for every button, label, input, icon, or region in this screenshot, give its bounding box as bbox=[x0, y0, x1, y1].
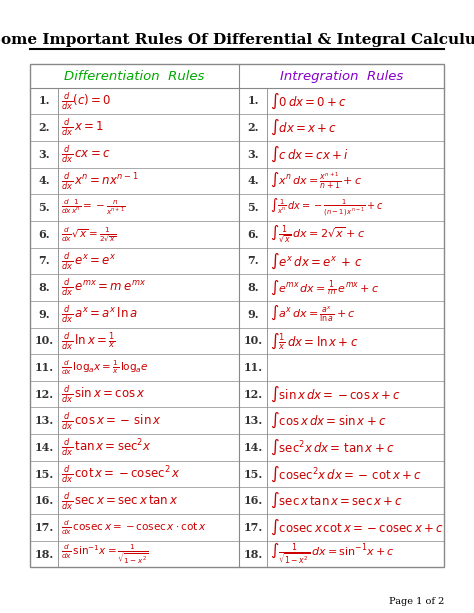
Text: Differentiation  Rules: Differentiation Rules bbox=[64, 69, 205, 83]
Text: 5.: 5. bbox=[38, 202, 50, 213]
Text: $\frac{d}{dx}\sqrt{x} = \frac{1}{2\sqrt{x}}$: $\frac{d}{dx}\sqrt{x} = \frac{1}{2\sqrt{… bbox=[61, 225, 117, 243]
Text: $\int \frac{1}{\sqrt{1-x^2}}\,dx = \mathrm{sin}^{-1}x + c$: $\int \frac{1}{\sqrt{1-x^2}}\,dx = \math… bbox=[270, 541, 395, 566]
Text: $\int \mathrm{cos}\,x\,dx = \mathrm{sin}\,x + c$: $\int \mathrm{cos}\,x\,dx = \mathrm{sin}… bbox=[270, 411, 387, 430]
Text: 13.: 13. bbox=[244, 416, 263, 426]
Bar bbox=[30, 64, 444, 568]
Text: 2.: 2. bbox=[38, 122, 50, 133]
Text: $\int dx = x + c$: $\int dx = x + c$ bbox=[270, 118, 337, 137]
Text: 11.: 11. bbox=[35, 362, 54, 373]
Text: 13.: 13. bbox=[35, 416, 54, 426]
Text: $\int c\,dx = cx + i$: $\int c\,dx = cx + i$ bbox=[270, 145, 349, 164]
Text: 12.: 12. bbox=[35, 389, 54, 400]
Text: 12.: 12. bbox=[244, 389, 263, 400]
Text: 7.: 7. bbox=[247, 256, 259, 267]
Text: 17.: 17. bbox=[244, 522, 263, 533]
Text: $\int \mathrm{sin}\,x\,dx = -\mathrm{cos}\,x + c$: $\int \mathrm{sin}\,x\,dx = -\mathrm{cos… bbox=[270, 384, 401, 404]
Text: 1.: 1. bbox=[247, 96, 259, 107]
Text: $\int 0\,dx = 0 + c$: $\int 0\,dx = 0 + c$ bbox=[270, 91, 347, 110]
Text: $\frac{d}{dx}\,\mathrm{log}_a x = \frac{1}{x}\,\mathrm{log}_a e$: $\frac{d}{dx}\,\mathrm{log}_a x = \frac{… bbox=[61, 358, 149, 377]
Text: $\int \frac{1}{x}\,dx = \mathrm{ln}\,x + c$: $\int \frac{1}{x}\,dx = \mathrm{ln}\,x +… bbox=[270, 331, 359, 351]
Text: $\int \mathrm{cosec}^2 x\,dx = -\,\mathrm{cot}\,x + c$: $\int \mathrm{cosec}^2 x\,dx = -\,\mathr… bbox=[270, 465, 422, 484]
Text: 15.: 15. bbox=[35, 468, 54, 479]
Text: 3.: 3. bbox=[38, 149, 50, 160]
Text: $\int \mathrm{sec}\,x\,\mathrm{tan}\,x = \mathrm{sec}\,x + c$: $\int \mathrm{sec}\,x\,\mathrm{tan}\,x =… bbox=[270, 491, 403, 511]
Text: 18.: 18. bbox=[244, 549, 263, 560]
Text: $\frac{d}{dx}\,x^n = nx^{n-1}$: $\frac{d}{dx}\,x^n = nx^{n-1}$ bbox=[61, 170, 139, 192]
Text: 15.: 15. bbox=[244, 468, 263, 479]
Text: $\frac{d}{dx}\,e^x = e^x$: $\frac{d}{dx}\,e^x = e^x$ bbox=[61, 250, 117, 272]
Text: 3.: 3. bbox=[247, 149, 259, 160]
Text: 14.: 14. bbox=[244, 442, 263, 453]
Text: 5.: 5. bbox=[247, 202, 259, 213]
Text: 9.: 9. bbox=[247, 309, 259, 320]
Text: $\frac{d}{dx}\,\mathrm{cos}\,x = -\,\mathrm{sin}\,x$: $\frac{d}{dx}\,\mathrm{cos}\,x = -\,\mat… bbox=[61, 410, 162, 432]
Text: $\frac{d}{dx}\,\mathrm{sin}\,x = \mathrm{cos}\,x$: $\frac{d}{dx}\,\mathrm{sin}\,x = \mathrm… bbox=[61, 383, 146, 405]
Text: 10.: 10. bbox=[244, 335, 263, 346]
Text: $\int \frac{1}{x^n}\,dx = -\frac{1}{(n-1)\,x^{n-1}} + c$: $\int \frac{1}{x^n}\,dx = -\frac{1}{(n-1… bbox=[270, 197, 384, 218]
Text: 11.: 11. bbox=[244, 362, 263, 373]
Text: 9.: 9. bbox=[38, 309, 50, 320]
Text: 14.: 14. bbox=[35, 442, 54, 453]
Text: $\int a^x\,dx = \frac{a^x}{\mathrm{ln}\,a} + c$: $\int a^x\,dx = \frac{a^x}{\mathrm{ln}\,… bbox=[270, 304, 356, 324]
Text: 1.: 1. bbox=[38, 96, 50, 107]
Text: $\int \frac{1}{\sqrt{x}}\,dx = 2\sqrt{x} + c$: $\int \frac{1}{\sqrt{x}}\,dx = 2\sqrt{x}… bbox=[270, 224, 366, 245]
Text: $\frac{d}{dx}\,\mathrm{cot}\,x = -\mathrm{cosec}^2\,x$: $\frac{d}{dx}\,\mathrm{cot}\,x = -\mathr… bbox=[61, 463, 181, 485]
Text: 6.: 6. bbox=[247, 229, 259, 240]
Text: $\frac{d}{dx}\,a^x = a^x\,\mathrm{ln}\,a$: $\frac{d}{dx}\,a^x = a^x\,\mathrm{ln}\,a… bbox=[61, 303, 138, 325]
Text: 7.: 7. bbox=[38, 256, 50, 267]
Text: $\frac{d}{dx}\,e^{mx} = m\,e^{mx}$: $\frac{d}{dx}\,e^{mx} = m\,e^{mx}$ bbox=[61, 276, 146, 299]
Text: $\frac{d}{dx}\,cx = c$: $\frac{d}{dx}\,cx = c$ bbox=[61, 143, 110, 165]
Text: 16.: 16. bbox=[244, 495, 263, 506]
Text: 16.: 16. bbox=[35, 495, 54, 506]
Text: $\int x^n\,dx = \frac{x^{n+1}}{n+1} + c$: $\int x^n\,dx = \frac{x^{n+1}}{n+1} + c$ bbox=[270, 171, 363, 191]
Text: $\frac{d}{dx}\frac{1}{x^n} = -\frac{n}{x^{n+1}}$: $\frac{d}{dx}\frac{1}{x^n} = -\frac{n}{x… bbox=[61, 198, 126, 218]
Text: 17.: 17. bbox=[35, 522, 54, 533]
Text: 10.: 10. bbox=[35, 335, 54, 346]
Text: $\frac{d}{dx}\,\mathrm{ln}\,x = \frac{1}{x}$: $\frac{d}{dx}\,\mathrm{ln}\,x = \frac{1}… bbox=[61, 330, 116, 352]
Text: $\frac{d}{dx}\,\mathrm{sin}^{-1}x = \frac{1}{\sqrt{1-x^2}}$: $\frac{d}{dx}\,\mathrm{sin}^{-1}x = \fra… bbox=[61, 543, 148, 566]
Text: 4.: 4. bbox=[247, 175, 259, 186]
Text: 4.: 4. bbox=[38, 175, 50, 186]
Text: $\int \mathrm{cosec}\,x\,\mathrm{cot}\,x = -\mathrm{cosec}\,x + c$: $\int \mathrm{cosec}\,x\,\mathrm{cot}\,x… bbox=[270, 518, 444, 537]
Text: $\int e^x\,dx = e^x\;+\,c$: $\int e^x\,dx = e^x\;+\,c$ bbox=[270, 251, 364, 270]
Text: $\int e^{mx}\,dx = \frac{1}{m}\,e^{mx} + c$: $\int e^{mx}\,dx = \frac{1}{m}\,e^{mx} +… bbox=[270, 278, 380, 297]
Text: 18.: 18. bbox=[35, 549, 54, 560]
Text: 8.: 8. bbox=[247, 282, 259, 293]
Text: $\frac{d}{dx}(c) = 0$: $\frac{d}{dx}(c) = 0$ bbox=[61, 90, 111, 112]
Text: 6.: 6. bbox=[38, 229, 50, 240]
Text: $\frac{d}{dx}\,\mathrm{tan}\,x = \mathrm{sec}^2 x$: $\frac{d}{dx}\,\mathrm{tan}\,x = \mathrm… bbox=[61, 436, 152, 459]
Text: 8.: 8. bbox=[38, 282, 50, 293]
Text: 2.: 2. bbox=[247, 122, 259, 133]
Text: $\frac{d}{dx}\,\mathrm{cosec}\,x = -\mathrm{cosec}\,x\cdot\mathrm{cot}\,x$: $\frac{d}{dx}\,\mathrm{cosec}\,x = -\mat… bbox=[61, 518, 207, 536]
Text: Intregration  Rules: Intregration Rules bbox=[280, 69, 403, 83]
Text: $\frac{d}{dx}\,x = 1$: $\frac{d}{dx}\,x = 1$ bbox=[61, 117, 104, 139]
Text: Some Important Rules Of Differential & Integral Calculus: Some Important Rules Of Differential & I… bbox=[0, 33, 474, 47]
Text: Page 1 of 2: Page 1 of 2 bbox=[389, 596, 444, 606]
Text: $\frac{d}{dx}\,\mathrm{sec}\,x = \mathrm{sec}\,x\,\mathrm{tan}\,x$: $\frac{d}{dx}\,\mathrm{sec}\,x = \mathrm… bbox=[61, 490, 178, 512]
Text: $\int \mathrm{sec}^2 x\,dx = \,\mathrm{tan}\,x + c$: $\int \mathrm{sec}^2 x\,dx = \,\mathrm{t… bbox=[270, 438, 395, 457]
